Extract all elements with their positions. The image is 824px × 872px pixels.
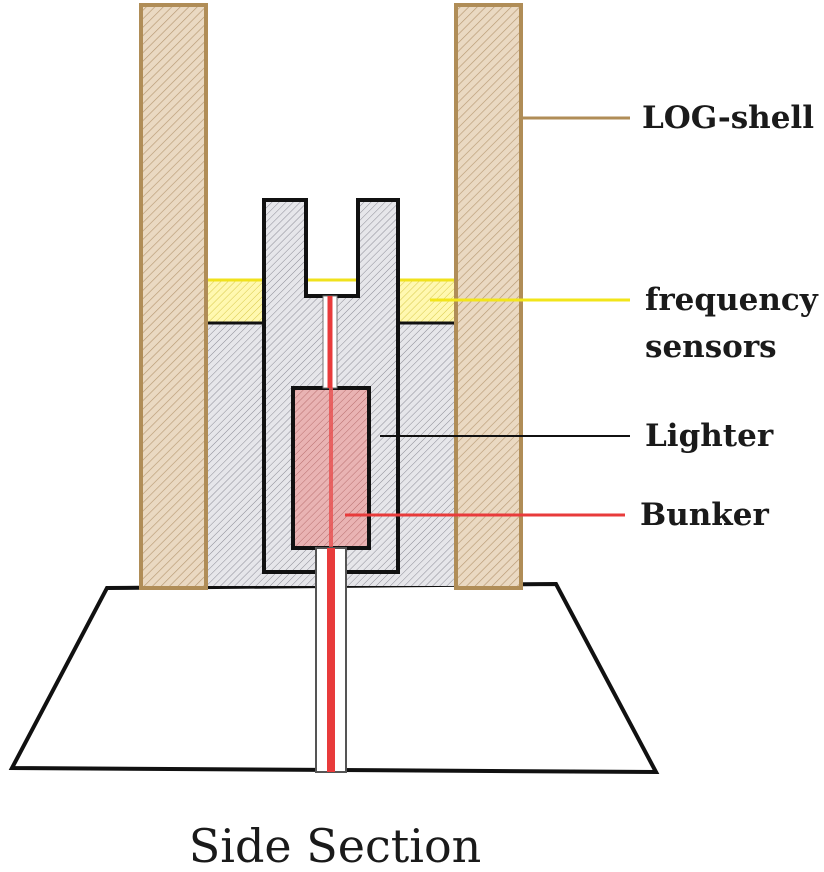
bunker-label: Bunker <box>640 497 769 533</box>
log-shell-right <box>454 3 523 590</box>
lighter-label: Lighter <box>645 418 774 454</box>
log-shell-left <box>139 3 208 590</box>
frequency-sensors-label-line1: frequency <box>645 282 819 318</box>
frequency-sensor-band-left <box>206 280 264 322</box>
diagram-caption: Side Section <box>189 819 482 872</box>
frequency-sensors-label-line2: sensors <box>645 329 777 365</box>
log-shell-label: LOG-shell <box>642 100 814 136</box>
